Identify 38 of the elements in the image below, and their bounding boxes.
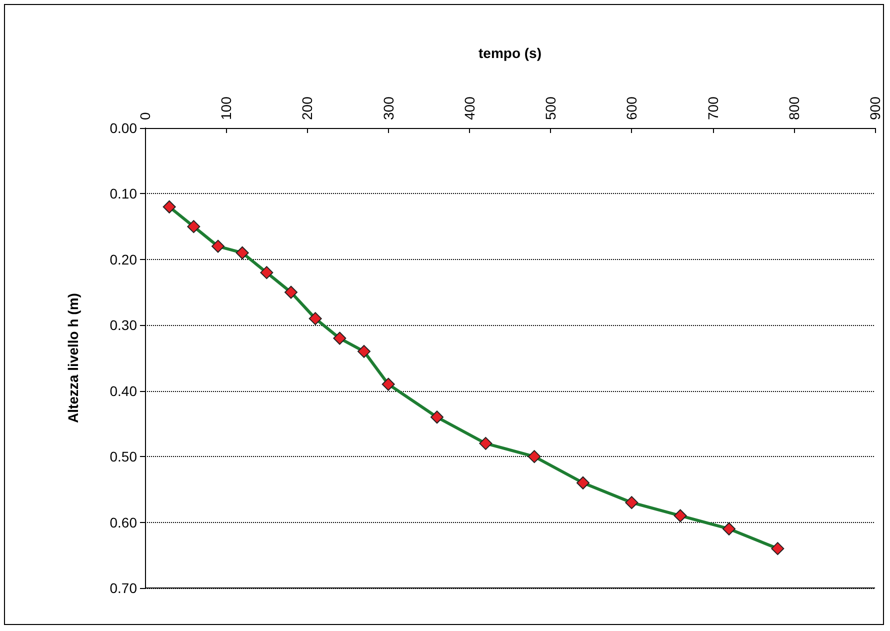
x-tick-label: 800 xyxy=(786,96,802,120)
point xyxy=(479,436,492,450)
point xyxy=(674,509,687,522)
point xyxy=(771,542,784,556)
point xyxy=(212,240,224,253)
point xyxy=(382,378,395,391)
point xyxy=(236,246,249,260)
point xyxy=(308,312,322,326)
y-tick-label: 0.50 xyxy=(110,448,138,465)
x-tick-label: 700 xyxy=(704,96,721,120)
x-tick-label: 600 xyxy=(624,96,640,120)
x-tick-label: 0 xyxy=(137,112,153,120)
point xyxy=(260,266,274,280)
y-tick-label: 0.60 xyxy=(110,514,138,530)
y-tick-label: 0.10 xyxy=(110,186,138,202)
point xyxy=(187,220,200,234)
point xyxy=(625,496,638,510)
x-tick-label: 400 xyxy=(461,96,478,120)
y-tick-label: 0.30 xyxy=(110,317,138,334)
x-axis-title: tempo (s) xyxy=(478,45,542,61)
point xyxy=(576,476,590,490)
x-tick-label: 100 xyxy=(218,96,234,120)
point xyxy=(528,450,541,464)
y-tick-label: 0.00 xyxy=(110,120,138,136)
point xyxy=(358,344,370,358)
x-tick-label: 500 xyxy=(542,96,559,120)
x-tick-label: 200 xyxy=(299,96,316,120)
x-tick-label: 900 xyxy=(867,96,883,120)
point xyxy=(430,410,444,424)
point xyxy=(722,522,736,536)
point xyxy=(284,286,298,299)
y-tick-label: 0.70 xyxy=(110,580,138,596)
x-tick-label: 300 xyxy=(380,96,396,120)
point xyxy=(333,332,346,345)
y-tick-label: 0.20 xyxy=(110,251,138,268)
y-tick-label: 0.40 xyxy=(110,382,138,399)
point xyxy=(162,200,176,214)
y-axis-title: Altezza livello h (m) xyxy=(65,293,81,423)
